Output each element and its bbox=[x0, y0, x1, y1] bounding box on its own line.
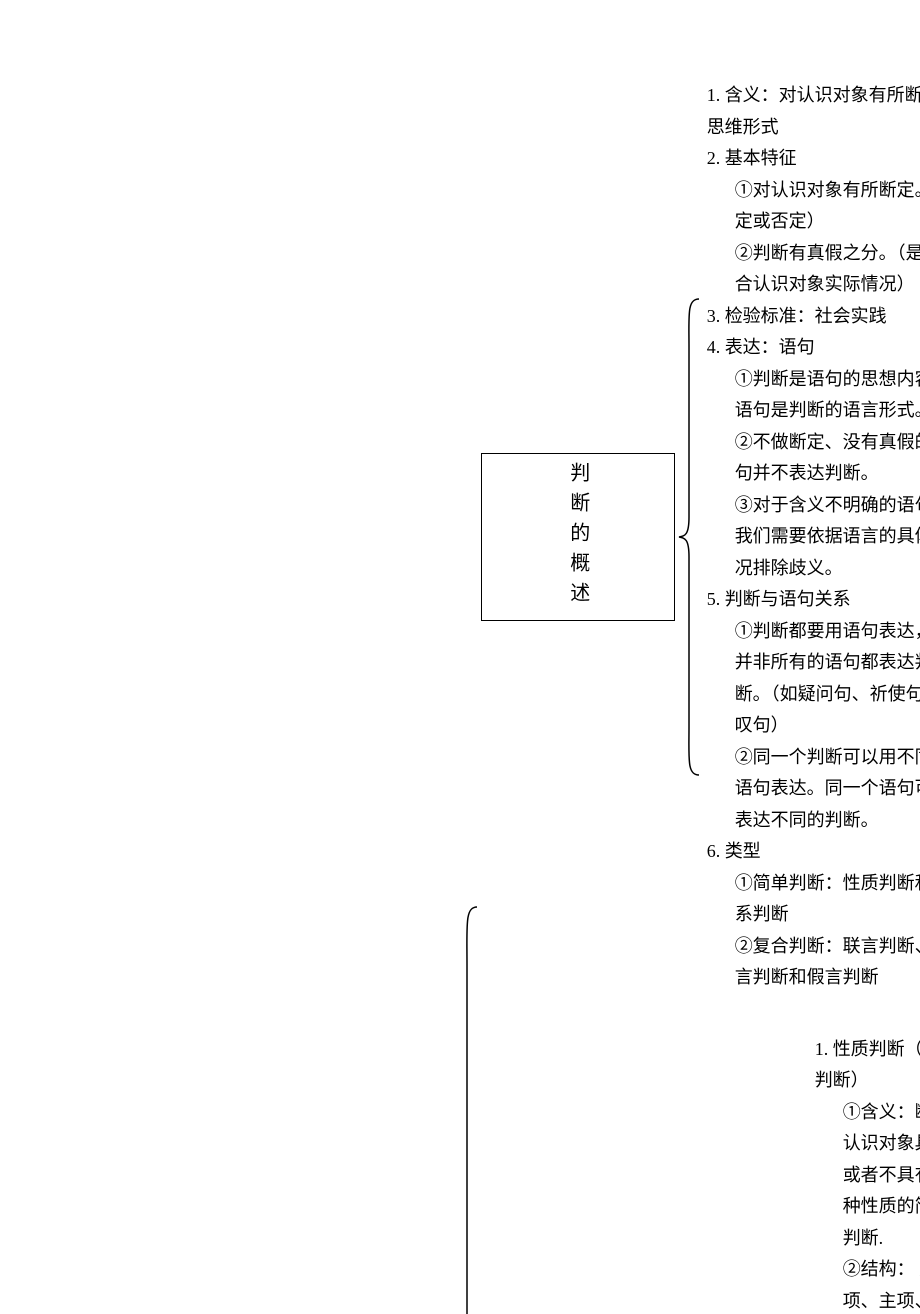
section-1-content: 1. 含义：对认识对象有所断定的思维形式 2. 基本特征 ①对认识对象有所断定。… bbox=[703, 80, 920, 994]
outline-line: ①含义：断定认识对象具有或者不具有某种性质的简单判断. bbox=[815, 1097, 920, 1255]
outline-line: ②结构： 量项、主项、联项、谓项 bbox=[815, 1254, 920, 1314]
outline-line: 4. 表达：语句 bbox=[707, 332, 920, 364]
sections: 判断的概述 1. 含义：对认识对象有所断定的思维形式 2. 基本特征 ①对认识对… bbox=[481, 80, 920, 1314]
outline-line: 2. 基本特征 bbox=[707, 143, 920, 175]
main-brace bbox=[453, 80, 481, 1314]
outline-line: ①判断都要用语句表达，但并非所有的语句都表达判断。（如疑问句、祈使句和感叹句） bbox=[707, 616, 920, 742]
brace-large-icon bbox=[455, 905, 479, 1314]
outline-line: ③对于含义不明确的语句，我们需要依据语言的具体情况排除歧义。 bbox=[707, 490, 920, 585]
outline-line: 1. 含义：对认识对象有所断定的思维形式 bbox=[707, 80, 920, 143]
outline-container: 第五课正确运用判断 判断的概述 1. 含义：对认识对象有所断定的思维形式 2. … bbox=[50, 80, 870, 1314]
section-1-title: 判断的概述 bbox=[560, 462, 596, 612]
section-2-content: 1. 性质判断（直言判断） ①含义：断定认识对象具有或者不具有某种性质的简单判断… bbox=[811, 1034, 920, 1314]
outline-line: ①简单判断：性质判断和关系判断 bbox=[707, 868, 920, 931]
outline-line: ①判断是语句的思想内容，语句是判断的语言形式。 bbox=[707, 364, 920, 427]
section-2-row: 正确运用简单判断 1. 性质判断（直言判断） ①含义：断定认识对象具有或者不具有… bbox=[481, 1034, 920, 1314]
outline-line: 5. 判断与语句关系 bbox=[707, 584, 920, 616]
outline-line: ①对认识对象有所断定。（肯定或否定） bbox=[707, 175, 920, 238]
section-1-brace bbox=[675, 80, 703, 994]
outline-line: 6. 类型 bbox=[707, 836, 920, 868]
outline-line: ②判断有真假之分。（是否符合认识对象实际情况） bbox=[707, 238, 920, 301]
outline-line: 3. 检验标准：社会实践 bbox=[707, 301, 920, 333]
outline-line: 1. 性质判断（直言判断） bbox=[815, 1034, 920, 1097]
section-2-brace bbox=[783, 1034, 811, 1314]
section-1-row: 判断的概述 1. 含义：对认识对象有所断定的思维形式 2. 基本特征 ①对认识对… bbox=[481, 80, 920, 994]
outline-line: ②复合判断：联言判断、选言判断和假言判断 bbox=[707, 931, 920, 994]
brace-small-1-icon bbox=[677, 297, 701, 777]
outline-line: ②不做断定、没有真假的语句并不表达判断。 bbox=[707, 427, 920, 490]
section-1-title-box: 判断的概述 bbox=[481, 453, 675, 621]
outline-line: ②同一个判断可以用不同的语句表达。同一个语句可以表达不同的判断。 bbox=[707, 742, 920, 837]
